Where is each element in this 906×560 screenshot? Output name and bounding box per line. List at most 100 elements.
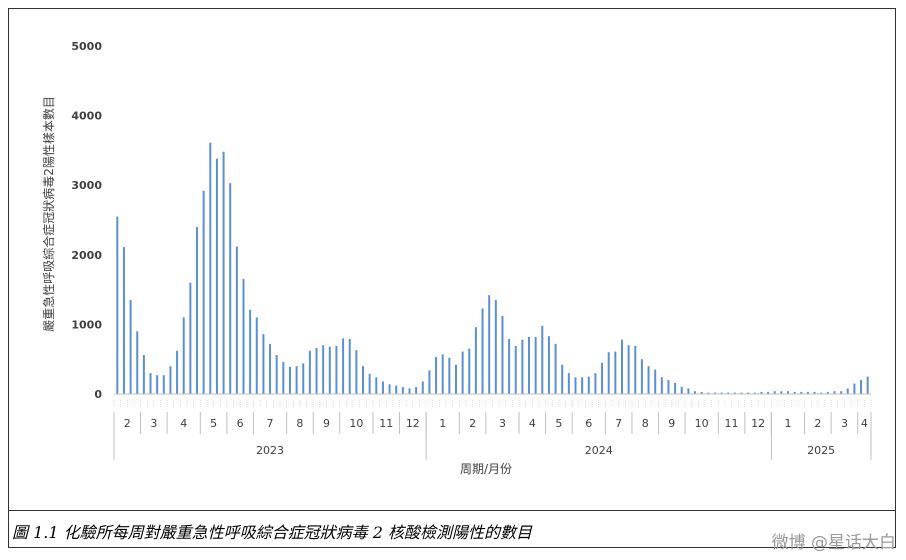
bar-series xyxy=(116,142,869,394)
bar xyxy=(395,385,398,394)
bar xyxy=(740,392,743,394)
bar xyxy=(508,339,511,394)
bar xyxy=(806,391,809,394)
bar xyxy=(561,364,564,394)
y-tick-label: 5000 xyxy=(71,40,102,53)
bar xyxy=(627,345,630,394)
y-axis-title: 嚴重急性呼吸綜合症冠狀病毒2陽性樣本數目 xyxy=(41,96,56,332)
bar xyxy=(660,377,663,394)
bar xyxy=(760,391,763,394)
y-axis: 0 1000 2000 3000 4000 5000 xyxy=(71,40,102,401)
bar xyxy=(820,392,823,394)
bar xyxy=(282,361,285,394)
bar xyxy=(481,308,484,394)
bar xyxy=(468,348,471,394)
month-label: 4 xyxy=(861,417,868,430)
bar xyxy=(149,373,152,394)
bar xyxy=(860,380,863,394)
bar xyxy=(474,327,477,394)
bar xyxy=(176,350,179,394)
y-tick-label: 0 xyxy=(94,388,102,401)
bar xyxy=(501,316,504,394)
month-label: 4 xyxy=(529,417,536,430)
bar xyxy=(381,381,384,394)
month-label: 11 xyxy=(379,417,393,430)
bar xyxy=(767,391,770,394)
bar xyxy=(853,383,856,394)
bar xyxy=(441,354,444,394)
bar xyxy=(733,392,736,394)
year-label: 2023 xyxy=(256,444,284,457)
bar xyxy=(375,377,378,394)
bar xyxy=(567,373,570,394)
bar xyxy=(667,380,670,394)
bar xyxy=(687,388,690,394)
bar xyxy=(209,142,212,394)
bar xyxy=(574,377,577,394)
bar xyxy=(355,350,358,394)
bar xyxy=(116,216,119,394)
watermark: 微博 @星话大白 xyxy=(771,533,896,553)
bar xyxy=(348,339,351,394)
month-label: 12 xyxy=(406,417,420,430)
bar xyxy=(727,392,730,394)
bar xyxy=(607,352,610,394)
bar xyxy=(196,226,198,394)
bar xyxy=(255,317,258,394)
bar xyxy=(136,331,139,394)
bar xyxy=(308,350,311,394)
y-tick-label: 4000 xyxy=(71,110,102,123)
month-label: 11 xyxy=(725,417,739,430)
bar xyxy=(620,339,623,394)
bar xyxy=(581,377,584,394)
bar xyxy=(846,388,849,394)
bar xyxy=(528,336,531,394)
bar xyxy=(388,384,391,394)
figure-frame: 0 1000 2000 3000 4000 5000 2 3 4 5 6 7 8 9 10 11 12 1 2 3 4… xyxy=(8,8,896,548)
bar xyxy=(269,343,272,394)
bar xyxy=(235,246,238,394)
month-label: 7 xyxy=(615,417,622,430)
month-label: 5 xyxy=(210,417,217,430)
bar xyxy=(707,392,710,394)
bar xyxy=(215,158,218,394)
month-label: 6 xyxy=(237,417,244,430)
bar xyxy=(780,391,783,394)
bar xyxy=(162,375,165,394)
month-label: 2 xyxy=(469,417,476,430)
bar xyxy=(700,391,703,394)
y-tick-label: 3000 xyxy=(71,179,102,192)
bar xyxy=(534,336,537,394)
month-label: 1 xyxy=(785,417,792,430)
month-label: 9 xyxy=(323,417,330,430)
bar xyxy=(674,382,677,394)
bar xyxy=(122,247,125,394)
bar xyxy=(494,300,497,394)
bar xyxy=(428,370,431,394)
month-label: 4 xyxy=(180,417,187,430)
bar xyxy=(694,391,697,394)
bar xyxy=(547,336,550,394)
caption-divider xyxy=(8,510,896,511)
bar xyxy=(840,391,843,394)
bar xyxy=(362,366,365,394)
bar xyxy=(521,339,524,394)
bar xyxy=(634,345,637,394)
bar xyxy=(182,317,185,394)
bar xyxy=(129,300,132,394)
month-label: 8 xyxy=(296,417,303,430)
bar xyxy=(680,387,683,394)
bar xyxy=(302,363,305,394)
bar xyxy=(249,309,252,394)
bar xyxy=(461,351,464,394)
bar xyxy=(833,391,836,394)
month-label: 10 xyxy=(349,417,363,430)
bar xyxy=(222,151,225,394)
x-axis-title: 周期/月份 xyxy=(460,462,512,476)
month-label: 5 xyxy=(555,417,562,430)
bar xyxy=(335,345,338,394)
month-label: 2 xyxy=(814,417,821,430)
bar xyxy=(408,388,411,394)
